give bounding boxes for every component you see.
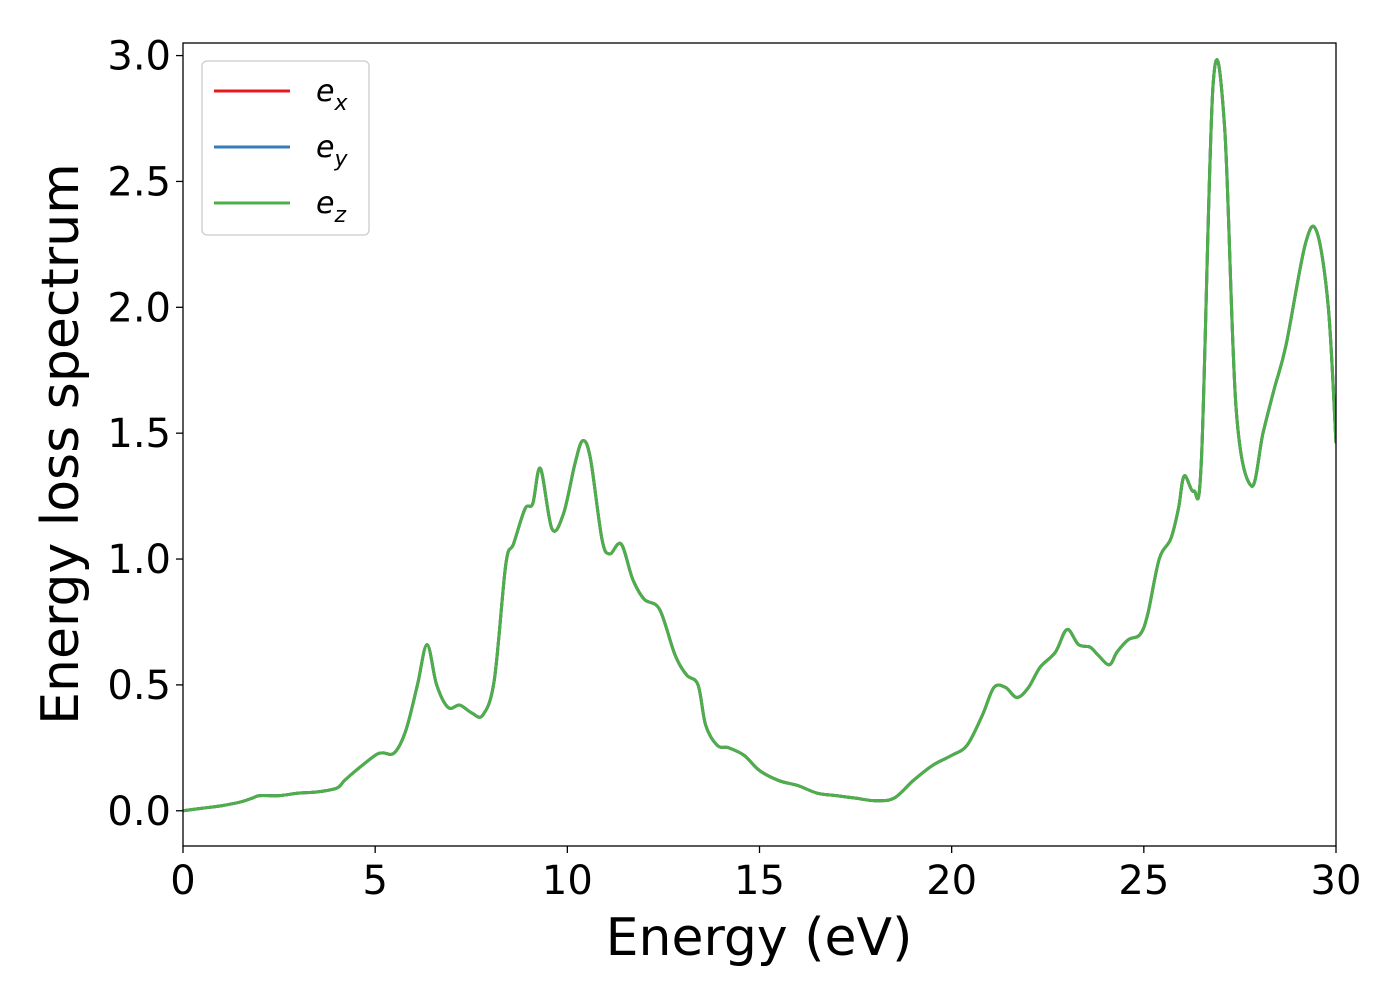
y-tick-label: 0.0	[107, 789, 171, 835]
ticks-layer: 0 5 10 15 20 25 30 0.0 0.5 1.0 1.5 2.0 2.5 3.0	[107, 34, 1361, 904]
legend: ex ey ez	[201, 60, 370, 236]
legend-label-e-x: ex	[316, 74, 348, 116]
x-tick-label: 15	[734, 858, 785, 904]
y-tick-label: 0.5	[107, 663, 171, 709]
y-axis-label: Energy loss spectrum	[31, 163, 91, 725]
y-tick-label: 2.0	[107, 285, 171, 331]
y-tick-label: 2.5	[107, 159, 171, 205]
x-tick-label: 0	[170, 858, 195, 904]
x-tick-label: 20	[926, 858, 977, 904]
x-tick-label: 30	[1311, 858, 1362, 904]
series-line-e-z	[183, 58, 1336, 813]
y-tick-label: 3.0	[107, 34, 171, 80]
legend-label-e-y: ey	[316, 130, 348, 172]
x-tick-label: 25	[1118, 858, 1169, 904]
x-axis-label: Energy (eV)	[606, 908, 913, 968]
y-tick-label: 1.5	[107, 411, 171, 457]
x-tick-label: 10	[542, 858, 593, 904]
x-tick-label: 5	[362, 858, 387, 904]
y-tick-label: 1.0	[107, 537, 171, 583]
legend-label-e-z: ez	[316, 186, 346, 228]
series-layer	[183, 58, 1336, 813]
